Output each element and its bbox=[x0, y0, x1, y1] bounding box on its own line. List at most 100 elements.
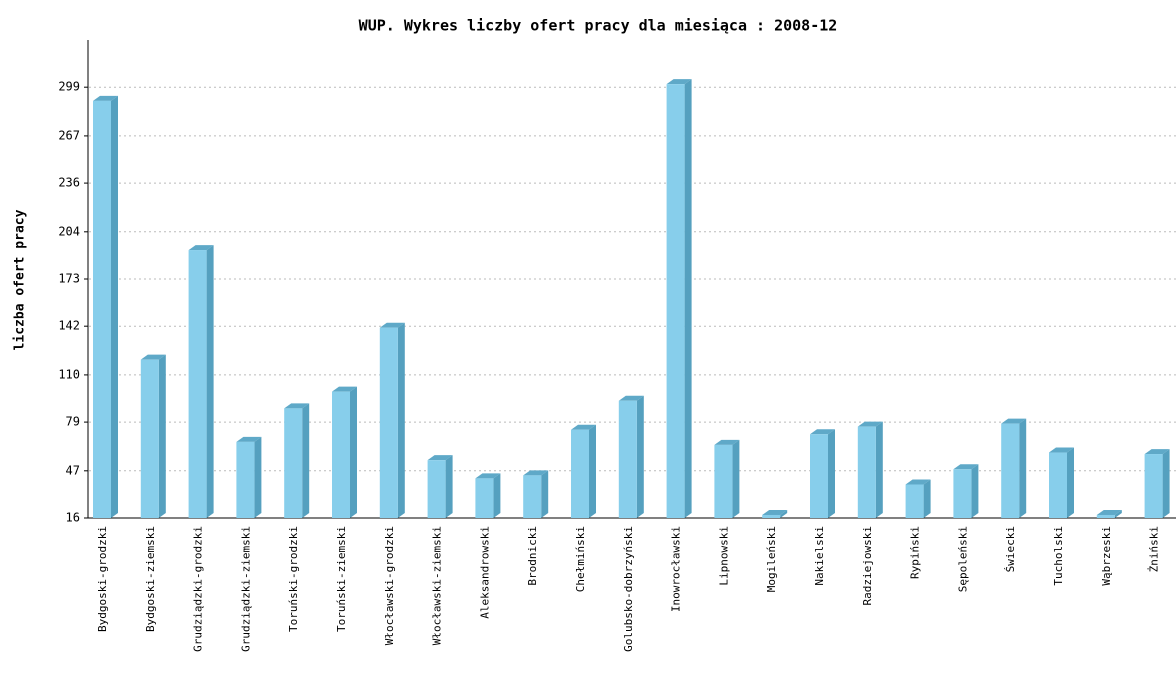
y-tick-label: 79 bbox=[66, 415, 80, 429]
bar bbox=[1144, 454, 1163, 518]
bar-side bbox=[923, 479, 931, 518]
bar bbox=[1049, 452, 1067, 518]
bar-top bbox=[523, 470, 549, 476]
bar-side bbox=[1019, 418, 1027, 518]
bar-side bbox=[111, 95, 118, 518]
x-tick-label: Grudziądzki-ziemski bbox=[239, 526, 252, 652]
bar bbox=[857, 426, 876, 518]
x-tick-label: Mogileński bbox=[765, 526, 778, 592]
bar-side bbox=[397, 322, 405, 518]
bar bbox=[618, 400, 637, 518]
bar bbox=[810, 434, 828, 518]
y-tick-label: 16 bbox=[66, 511, 80, 525]
x-tick-label: Nakielski bbox=[813, 526, 826, 586]
bar-top bbox=[188, 245, 214, 251]
bar bbox=[332, 391, 350, 518]
bar bbox=[714, 444, 733, 518]
bar-side bbox=[780, 509, 788, 518]
bar-top bbox=[284, 403, 310, 409]
x-tick-label: Aleksandrowski bbox=[478, 526, 491, 619]
x-tick-label: Chełmiński bbox=[574, 526, 587, 592]
x-tick-label: Żniński bbox=[1148, 526, 1161, 572]
bar-side bbox=[589, 424, 596, 518]
bar-top bbox=[427, 455, 453, 461]
bar bbox=[93, 100, 111, 518]
bar bbox=[1096, 514, 1115, 518]
bar-side bbox=[541, 470, 549, 518]
x-tick-label: Tucholski bbox=[1052, 526, 1065, 586]
bar-top bbox=[666, 79, 692, 85]
bar-side bbox=[1067, 447, 1074, 518]
bar-top bbox=[714, 439, 740, 445]
x-tick-label: Włocławski-grodzki bbox=[383, 526, 396, 645]
bar bbox=[571, 429, 589, 518]
bar bbox=[475, 478, 494, 518]
bar bbox=[762, 514, 781, 518]
bar-side bbox=[254, 436, 262, 518]
bar-top bbox=[1049, 447, 1074, 453]
bar-side bbox=[636, 395, 644, 518]
bar-side bbox=[445, 455, 453, 518]
x-tick-label: Bydgoski-ziemski bbox=[144, 526, 157, 632]
bar bbox=[523, 475, 542, 518]
bar bbox=[140, 359, 159, 518]
y-tick-label: 299 bbox=[58, 80, 80, 94]
bar-top bbox=[140, 354, 166, 360]
bar-side bbox=[1162, 449, 1170, 518]
bar-side bbox=[206, 245, 214, 519]
y-tick-label: 267 bbox=[58, 128, 80, 142]
x-tick-label: Toruński-ziemski bbox=[335, 526, 348, 632]
bar-top bbox=[475, 473, 501, 479]
bar bbox=[427, 460, 446, 518]
bar-top bbox=[236, 436, 262, 442]
chart-title: WUP. Wykres liczby ofert pracy dla miesi… bbox=[359, 17, 838, 35]
x-tick-label: Inowrocławski bbox=[670, 526, 683, 612]
bar-top bbox=[857, 421, 883, 427]
x-tick-label: Radziejowski bbox=[861, 526, 874, 605]
bar-top bbox=[1001, 418, 1027, 424]
y-tick-label: 110 bbox=[58, 367, 80, 381]
x-tick-label: Grudziądzki-grodzki bbox=[192, 526, 205, 652]
bar-side bbox=[493, 473, 501, 518]
y-tick-label: 236 bbox=[58, 176, 80, 190]
bar-top bbox=[1096, 509, 1122, 515]
y-tick-label: 173 bbox=[58, 272, 80, 286]
bar-side bbox=[350, 386, 357, 518]
bar-side bbox=[1114, 509, 1122, 518]
bar-top bbox=[379, 322, 405, 328]
bar-top bbox=[810, 429, 835, 435]
bar bbox=[953, 469, 972, 518]
y-tick-label: 204 bbox=[58, 224, 80, 238]
x-tick-label: Bydgoski-grodzki bbox=[96, 526, 109, 632]
bar-top bbox=[332, 386, 357, 392]
x-tick-label: Rypiński bbox=[909, 526, 922, 579]
bar-top bbox=[762, 509, 788, 515]
bar-top bbox=[1144, 449, 1170, 455]
bar-side bbox=[158, 354, 166, 518]
bar bbox=[236, 441, 255, 518]
x-tick-label: Włocławski-ziemski bbox=[431, 526, 444, 645]
x-tick-label: Wąbrzeski bbox=[1100, 526, 1113, 586]
bar-top bbox=[953, 464, 979, 470]
bar-top bbox=[905, 479, 931, 485]
x-tick-label: Brodnicki bbox=[526, 526, 539, 586]
bar-side bbox=[684, 79, 692, 519]
bar bbox=[905, 484, 924, 518]
y-tick-label: 47 bbox=[66, 463, 80, 477]
bar bbox=[666, 84, 685, 519]
bar bbox=[188, 250, 207, 519]
bar bbox=[1001, 423, 1020, 518]
bar-side bbox=[302, 403, 310, 518]
bar-side bbox=[828, 429, 835, 518]
x-tick-label: Lipnowski bbox=[717, 526, 730, 586]
x-tick-label: Golubsko-dobrzyński bbox=[622, 526, 635, 652]
bar bbox=[284, 408, 303, 518]
bar-side bbox=[732, 439, 740, 518]
x-tick-label: Toruński-grodzki bbox=[287, 526, 300, 632]
bar-top bbox=[93, 95, 118, 101]
bar-side bbox=[875, 421, 883, 518]
x-tick-label: Świecki bbox=[1004, 526, 1017, 572]
y-tick-label: 142 bbox=[58, 319, 80, 333]
bar-top bbox=[571, 424, 596, 430]
